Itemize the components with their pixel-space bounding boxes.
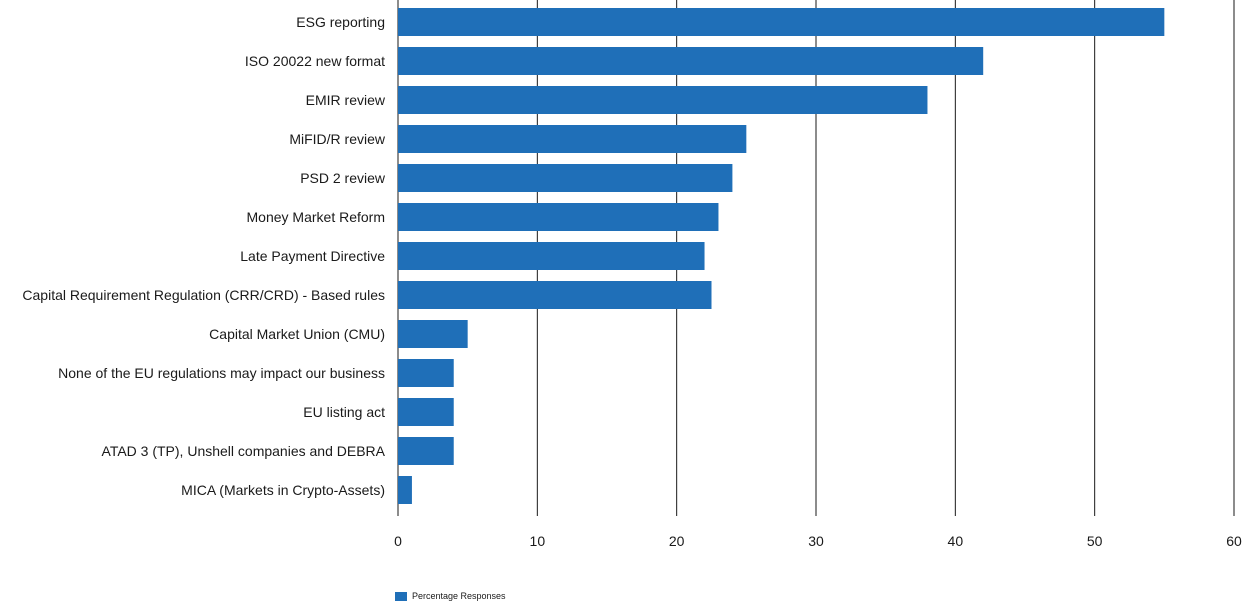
category-label: EMIR review — [306, 92, 386, 108]
category-label: ISO 20022 new format — [245, 53, 385, 69]
category-label: Late Payment Directive — [240, 248, 385, 264]
bar — [398, 476, 412, 504]
bars — [398, 8, 1165, 504]
bar — [398, 242, 705, 270]
bar — [398, 203, 719, 231]
bar — [398, 47, 984, 75]
bar — [398, 437, 454, 465]
category-label: MICA (Markets in Crypto-Assets) — [181, 482, 385, 498]
category-label: Money Market Reform — [247, 209, 385, 225]
category-label: Capital Requirement Regulation (CRR/CRD)… — [22, 287, 385, 303]
legend-label: Percentage Responses — [412, 591, 506, 601]
category-label: EU listing act — [303, 404, 385, 420]
category-label: Capital Market Union (CMU) — [209, 326, 385, 342]
x-tick-label: 30 — [808, 533, 824, 549]
bar — [398, 359, 454, 387]
x-axis-ticks: 0 10 20 30 40 50 60 — [394, 533, 1242, 549]
bar — [398, 164, 733, 192]
x-tick-label: 50 — [1087, 533, 1103, 549]
x-tick-label: 40 — [948, 533, 964, 549]
legend-swatch — [395, 592, 407, 601]
x-tick-label: 0 — [394, 533, 402, 549]
bar — [398, 281, 712, 309]
category-labels: ESG reporting ISO 20022 new format EMIR re… — [22, 14, 385, 498]
bar — [398, 86, 928, 114]
x-tick-label: 20 — [669, 533, 685, 549]
category-label: PSD 2 review — [300, 170, 386, 186]
x-tick-label: 10 — [530, 533, 546, 549]
bar — [398, 398, 454, 426]
bar — [398, 8, 1165, 36]
category-label: ESG reporting — [296, 14, 385, 30]
category-label: None of the EU regulations may impact ou… — [58, 365, 385, 381]
category-label: ATAD 3 (TP), Unshell companies and DEBRA — [102, 443, 386, 459]
bar — [398, 125, 747, 153]
x-tick-label: 60 — [1226, 533, 1242, 549]
category-label: MiFID/R review — [289, 131, 386, 147]
legend: Percentage Responses — [395, 591, 506, 602]
bar — [398, 320, 468, 348]
